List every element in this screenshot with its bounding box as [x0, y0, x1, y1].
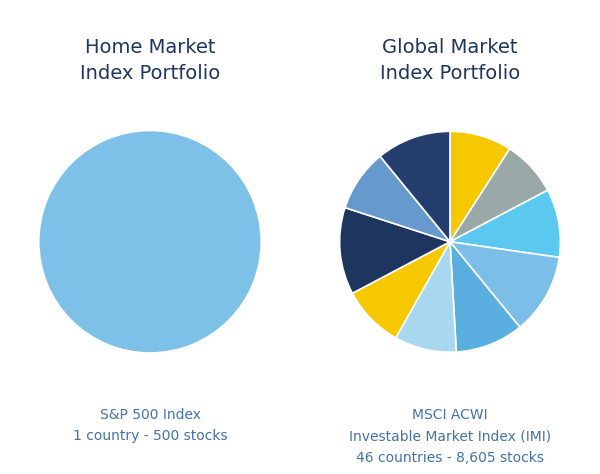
Text: Home Market
Index Portfolio: Home Market Index Portfolio — [80, 38, 220, 83]
Wedge shape — [40, 131, 260, 352]
Wedge shape — [450, 242, 520, 352]
Wedge shape — [345, 156, 450, 242]
Wedge shape — [396, 242, 457, 352]
Text: Global Market
Index Portfolio: Global Market Index Portfolio — [380, 38, 520, 83]
Wedge shape — [352, 242, 450, 338]
Wedge shape — [450, 242, 559, 327]
Wedge shape — [450, 149, 548, 242]
Text: S&P 500 Index
1 country - 500 stocks: S&P 500 Index 1 country - 500 stocks — [73, 408, 227, 443]
Wedge shape — [340, 208, 450, 293]
Text: MSCI ACWI
Investable Market Index (IMI)
46 countries - 8,605 stocks: MSCI ACWI Investable Market Index (IMI) … — [349, 408, 551, 465]
Wedge shape — [450, 131, 509, 242]
Wedge shape — [380, 131, 450, 242]
Wedge shape — [450, 190, 560, 257]
